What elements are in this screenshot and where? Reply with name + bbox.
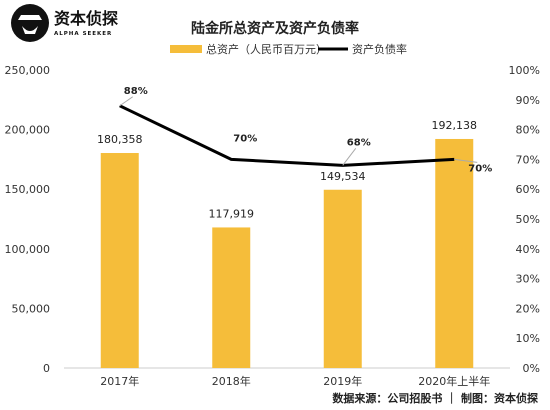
bar-value-label: 192,138 xyxy=(432,119,478,132)
ratio-value-label: 68% xyxy=(347,137,371,148)
legend: 总资产（人民币百万元） 资产负债率 xyxy=(170,42,407,56)
ratio-label-leader xyxy=(342,148,357,166)
y-axis-right: 0% 10% 20% 30% 40% 50% 60% 70% 80% 90% 100% xyxy=(509,64,540,375)
brand-tagline: ALPHA SEEKER xyxy=(54,31,112,37)
chart-title: 陆金所总资产及资产负债率 xyxy=(191,20,359,37)
ratio-label-leader xyxy=(119,96,134,107)
bar xyxy=(100,153,139,368)
bar-series: 180,358 117,919 149,534 192,138 xyxy=(97,119,477,368)
ratio-value-label: 88% xyxy=(124,86,148,97)
ratio-value-label: 70% xyxy=(468,163,492,174)
x-tick-label: 2017年 xyxy=(100,374,139,388)
bar-value-label: 180,358 xyxy=(97,133,143,146)
x-tick-label: 2019年 xyxy=(323,374,362,388)
bar xyxy=(212,227,251,368)
y-left-tick-label: 100,000 xyxy=(5,243,51,256)
y-right-tick-label: 20% xyxy=(516,302,540,315)
brand-name: 资本侦探 xyxy=(54,9,118,28)
y-right-tick-label: 40% xyxy=(516,243,540,256)
y-left-tick-label: 50,000 xyxy=(12,302,51,315)
y-right-tick-label: 60% xyxy=(516,183,540,196)
y-right-tick-label: 100% xyxy=(509,64,540,77)
ratio-line-series: 88% 70% 68% 70% xyxy=(119,86,492,174)
ratio-label-leader xyxy=(454,158,478,163)
y-right-tick-label: 70% xyxy=(516,153,540,166)
spy-figure-icon xyxy=(11,4,49,42)
bar-value-label: 117,919 xyxy=(209,207,255,220)
ratio-value-label: 70% xyxy=(233,133,257,144)
x-tick-label: 2020年上半年 xyxy=(418,374,490,388)
legend-swatch-assets xyxy=(170,45,202,53)
bar-value-label: 149,534 xyxy=(320,170,366,183)
y-right-tick-label: 0% xyxy=(523,362,540,375)
y-left-tick-label: 200,000 xyxy=(5,124,51,137)
y-right-tick-label: 90% xyxy=(516,94,540,107)
y-left-tick-label: 250,000 xyxy=(5,64,51,77)
y-left-tick-label: 0 xyxy=(43,362,50,375)
x-axis: 2017年 2018年 2019年 2020年上半年 xyxy=(100,374,490,388)
y-left-tick-label: 150,000 xyxy=(5,183,51,196)
y-right-tick-label: 10% xyxy=(516,332,540,345)
x-tick-label: 2018年 xyxy=(212,374,251,388)
brand-logo: 资本侦探 ALPHA SEEKER xyxy=(11,4,118,42)
y-axis-left: 0 50,000 100,000 150,000 200,000 250,000 xyxy=(5,64,51,375)
legend-label-ratio: 资产负债率 xyxy=(352,42,407,56)
y-right-tick-label: 30% xyxy=(516,273,540,286)
bar xyxy=(435,138,474,368)
bar xyxy=(323,189,362,368)
legend-label-assets: 总资产（人民币百万元） xyxy=(206,42,327,56)
source-note: 数据来源：公司招股书 ｜ 制图：资本侦探 xyxy=(332,391,539,405)
ratio-line xyxy=(119,104,455,167)
y-right-tick-label: 80% xyxy=(516,124,540,137)
y-right-tick-label: 50% xyxy=(516,213,540,226)
